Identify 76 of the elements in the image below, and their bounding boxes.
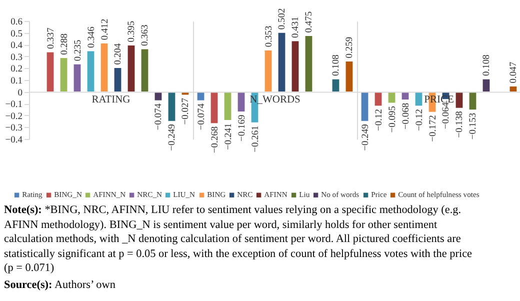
data-label: 0.395 <box>127 20 138 42</box>
bar <box>345 60 354 92</box>
data-label: 0.047 <box>509 62 520 84</box>
bar <box>332 78 340 92</box>
data-label: −0.249 <box>168 124 178 151</box>
y-tick-label: 0.4 <box>10 41 23 52</box>
bar <box>154 92 162 101</box>
bar <box>224 92 232 120</box>
data-label: −0.074 <box>196 103 207 130</box>
data-label: 0.235 <box>73 39 84 62</box>
data-label: 0.288 <box>60 33 70 55</box>
bar <box>374 92 382 106</box>
data-label: 0.353 <box>264 26 274 48</box>
bar <box>114 67 122 92</box>
bar <box>140 48 149 92</box>
data-label: −0.169 <box>237 114 248 142</box>
data-label: 0.363 <box>140 24 151 46</box>
data-label: 0.337 <box>46 27 56 50</box>
y-tick-label: 0.2 <box>10 64 23 75</box>
bar <box>388 92 396 104</box>
x-tick-label: RATING <box>92 94 131 106</box>
data-label: −0.268 <box>210 126 220 154</box>
y-tick-label: −0.4 <box>5 136 23 146</box>
source-note: Source(s): Authors’ own <box>4 278 116 293</box>
data-label: 0.108 <box>332 54 342 76</box>
y-tick-label: 0 <box>18 88 23 98</box>
data-label: −0.12 <box>374 108 384 131</box>
data-label: 0.475 <box>304 11 315 33</box>
bar <box>278 32 286 92</box>
bar <box>291 40 300 92</box>
data-label: 0.204 <box>114 43 124 65</box>
text: Note(s): *BING, NRC, AFINN, LIU refer to sentiment values relying on a specific methodology (e.g. AFINN methodology). BING_N is sentiment value per word, similarly holds for other sentiment calculation methods, with _N denoting calculation of sentiment per word. All pictured coefficients are statistically significant at p = 0.05 or less, with the exception of count of helpfulness votes with the price (p = 0.071) <box>4 203 474 276</box>
bar <box>86 50 95 92</box>
bar <box>196 92 205 101</box>
data-label: 0.346 <box>86 26 97 48</box>
y-tick-label: 0.1 <box>10 76 23 86</box>
data-label: −0.027 <box>181 98 192 125</box>
data-label: −0.064 <box>442 102 452 130</box>
data-label: 0.259 <box>345 36 356 58</box>
bar <box>168 92 176 122</box>
bar <box>264 50 272 92</box>
data-label: −0.261 <box>250 125 261 152</box>
data-label: 0.431 <box>291 16 302 38</box>
bar <box>60 58 68 92</box>
bar <box>100 42 108 92</box>
bar <box>468 92 477 110</box>
bar <box>401 92 410 100</box>
data-label: 0.502 <box>278 8 288 30</box>
bar <box>304 36 313 92</box>
data-label: −0.153 <box>468 112 479 140</box>
data-label: −0.249 <box>360 124 371 151</box>
bar <box>455 92 464 108</box>
bar <box>237 92 246 112</box>
bar <box>414 92 423 106</box>
data-label: −0.068 <box>401 102 412 130</box>
y-tick-label: −0.2 <box>5 112 23 122</box>
data-label: −0.138 <box>455 110 466 138</box>
y-tick-label: −0.3 <box>5 124 23 134</box>
bar <box>360 92 369 122</box>
bar <box>73 64 82 92</box>
bar <box>210 92 218 124</box>
data-label: −0.12 <box>414 108 425 131</box>
bar <box>482 78 490 92</box>
bar <box>509 86 518 92</box>
bar <box>127 44 136 92</box>
y-tick-label: 0.3 <box>10 52 23 63</box>
data-label: −0.241 <box>224 122 234 150</box>
data-label: −0.172 <box>428 114 438 142</box>
data-label: −0.095 <box>388 106 398 133</box>
y-tick-label: −0.1 <box>5 100 23 110</box>
y-tick-label: 0.5 <box>10 29 23 40</box>
data-label: 0.412 <box>100 18 110 40</box>
y-tick-label: 0.6 <box>10 18 23 28</box>
bar <box>46 52 54 92</box>
data-label: −0.074 <box>154 103 164 130</box>
data-label: 0.108 <box>482 54 492 76</box>
